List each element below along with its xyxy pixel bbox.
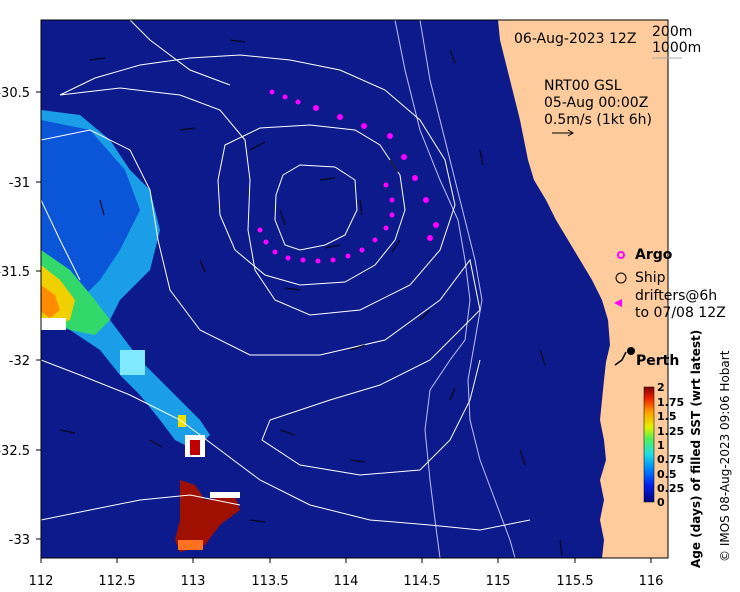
drifter-track bbox=[257, 89, 439, 264]
colorbar-ticks: 2 1.75 1.5 1.25 1 0.75 0.5 0.25 0 bbox=[657, 381, 684, 509]
x-tick-115: 115 bbox=[486, 574, 511, 589]
x-tick-114-5: 114.5 bbox=[403, 574, 440, 589]
x-tick-112: 112 bbox=[29, 574, 54, 589]
ssh-contours bbox=[41, 20, 531, 531]
sst-patch-light-cyan bbox=[120, 350, 145, 375]
cbar-tick-1-5: 1.5 bbox=[657, 410, 677, 423]
x-tick-116: 116 bbox=[639, 574, 664, 589]
x-tick-113: 113 bbox=[181, 574, 206, 589]
ship-legend-label: Ship bbox=[635, 270, 666, 286]
sst-patch-white bbox=[41, 318, 66, 330]
x-tick-115-5: 115.5 bbox=[556, 574, 593, 589]
cbar-tick-0-5: 0.5 bbox=[657, 468, 677, 481]
perth-marker bbox=[627, 347, 635, 355]
credit-label: © IMOS 08-Aug-2023 09:06 Hobart bbox=[718, 350, 732, 562]
colorbar-title: Age (days) of filled SST (wrt latest) bbox=[689, 330, 703, 568]
cbar-tick-1-25: 1.25 bbox=[657, 425, 684, 438]
sst-patch-orange bbox=[41, 285, 60, 318]
y-tick-31-5: -31.5 bbox=[0, 265, 30, 280]
perth-label: Perth bbox=[636, 353, 679, 369]
x-tick-113-5: 113.5 bbox=[251, 574, 288, 589]
cbar-tick-0-25: 0.25 bbox=[657, 482, 684, 495]
y-tick-30-5: -30.5 bbox=[0, 86, 30, 101]
sst-patch-orange-small bbox=[178, 540, 203, 550]
y-tick-32-5: -32.5 bbox=[0, 444, 30, 459]
isobath-200m bbox=[419, 20, 516, 558]
model-label: NRT00 GSL bbox=[544, 78, 622, 94]
argo-legend-icon bbox=[617, 251, 625, 259]
current-vectors bbox=[59, 39, 563, 556]
cbar-tick-1-75: 1.75 bbox=[657, 396, 684, 409]
cbar-tick-1: 1 bbox=[657, 439, 665, 452]
drifters-legend-icon bbox=[614, 299, 622, 307]
sst-patch-red-small bbox=[190, 440, 200, 455]
isobath-1000m bbox=[394, 20, 471, 558]
current-scale-label: 0.5m/s (1kt 6h) bbox=[544, 112, 652, 128]
x-tick-114: 114 bbox=[334, 574, 359, 589]
plot-frame bbox=[40, 19, 669, 559]
sst-patch-blue bbox=[41, 120, 140, 305]
cbar-tick-0: 0 bbox=[657, 496, 665, 509]
x-axis: 112 112.5 113 113.5 114 114.5 115 115.5 … bbox=[29, 558, 664, 589]
y-tick-32: -32 bbox=[9, 354, 30, 369]
ship-legend-icon bbox=[615, 272, 627, 284]
cbar-tick-0-75: 0.75 bbox=[657, 453, 684, 466]
isobath-label-1000m: 1000m bbox=[652, 40, 701, 56]
date-label: 06-Aug-2023 12Z bbox=[514, 31, 636, 47]
cbar-tick-2: 2 bbox=[657, 381, 665, 394]
colorbar bbox=[643, 386, 655, 503]
drifters-legend-date: to 07/08 12Z bbox=[635, 305, 726, 321]
y-tick-31: -31 bbox=[9, 176, 30, 191]
drifters-legend-label: drifters@6h bbox=[635, 288, 717, 304]
y-axis: -30.5 -31 -31.5 -32 -32.5 -33 bbox=[0, 86, 41, 548]
isobath-label-200m: 200m bbox=[652, 24, 692, 40]
argo-legend-label: Argo bbox=[635, 247, 673, 263]
x-tick-112-5: 112.5 bbox=[98, 574, 135, 589]
sst-patch-white-3 bbox=[210, 492, 240, 498]
scale-arrowhead bbox=[567, 129, 574, 137]
y-tick-33: -33 bbox=[9, 533, 30, 548]
current-time-label: 05-Aug 00:00Z bbox=[544, 95, 648, 111]
land-australia bbox=[498, 20, 668, 558]
perth-coast-line bbox=[614, 351, 627, 366]
